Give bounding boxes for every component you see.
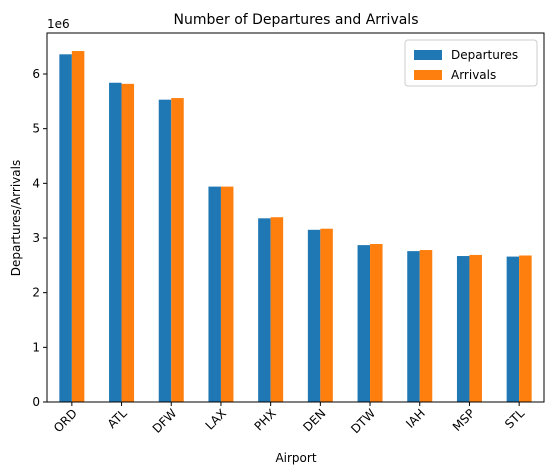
legend-label-departures: Departures bbox=[451, 48, 518, 62]
x-axis: ORD ATL DFW LAX PHX DEN DTW IAH MSP STL bbox=[51, 402, 528, 436]
bar-departures-lax bbox=[208, 187, 221, 402]
bar-arrivals-lax bbox=[221, 187, 234, 402]
y-tick-label: 5 bbox=[32, 122, 40, 136]
y-axis: 0 1 2 3 4 5 6 bbox=[32, 67, 47, 409]
bar-arrivals-stl bbox=[519, 255, 532, 402]
y-tick-label: 1 bbox=[32, 340, 40, 354]
x-tick-label: DFW bbox=[150, 406, 180, 436]
y-tick-label: 6 bbox=[32, 67, 40, 81]
bar-departures-dfw bbox=[159, 100, 172, 402]
x-tick-label: STL bbox=[502, 406, 527, 431]
bar-arrivals-phx bbox=[271, 217, 284, 402]
bar-arrivals-dfw bbox=[171, 98, 184, 402]
x-tick-label: MSP bbox=[450, 406, 478, 434]
bar-arrivals-den bbox=[320, 229, 333, 402]
legend: Departures Arrivals bbox=[405, 40, 537, 86]
bar-departures-phx bbox=[258, 218, 271, 402]
bar-departures-dtw bbox=[358, 245, 371, 402]
bar-departures-atl bbox=[109, 83, 122, 402]
x-tick-label: PHX bbox=[252, 406, 279, 433]
bar-arrivals-iah bbox=[420, 250, 433, 402]
x-axis-label: Airport bbox=[275, 451, 316, 465]
chart-title: Number of Departures and Arrivals bbox=[174, 12, 419, 28]
bar-arrivals-msp bbox=[469, 255, 482, 402]
x-tick-label: DTW bbox=[348, 406, 378, 436]
y-scale-label: 1e6 bbox=[47, 17, 70, 31]
x-tick-label: DEN bbox=[300, 406, 328, 434]
y-tick-label: 4 bbox=[32, 176, 40, 190]
x-tick-label: ORD bbox=[51, 406, 80, 435]
bar-departures-stl bbox=[507, 257, 520, 402]
x-tick-label: ATL bbox=[105, 406, 130, 431]
plot-area bbox=[59, 51, 531, 402]
bar-departures-den bbox=[308, 230, 321, 402]
y-tick-label: 0 bbox=[32, 395, 40, 409]
y-tick-label: 3 bbox=[32, 231, 40, 245]
legend-swatch-arrivals bbox=[414, 70, 442, 80]
bar-departures-iah bbox=[407, 251, 420, 402]
x-tick-label: IAH bbox=[403, 406, 428, 431]
bar-departures-msp bbox=[457, 256, 470, 402]
bar-arrivals-dtw bbox=[370, 244, 383, 402]
bar-arrivals-ord bbox=[72, 51, 85, 402]
y-axis-label: Departures/Arrivals bbox=[9, 160, 23, 276]
legend-label-arrivals: Arrivals bbox=[451, 68, 496, 82]
legend-swatch-departures bbox=[414, 50, 442, 60]
y-tick-label: 2 bbox=[32, 286, 40, 300]
x-tick-label: LAX bbox=[203, 406, 229, 432]
bar-arrivals-atl bbox=[122, 84, 135, 402]
bar-departures-ord bbox=[59, 54, 72, 402]
